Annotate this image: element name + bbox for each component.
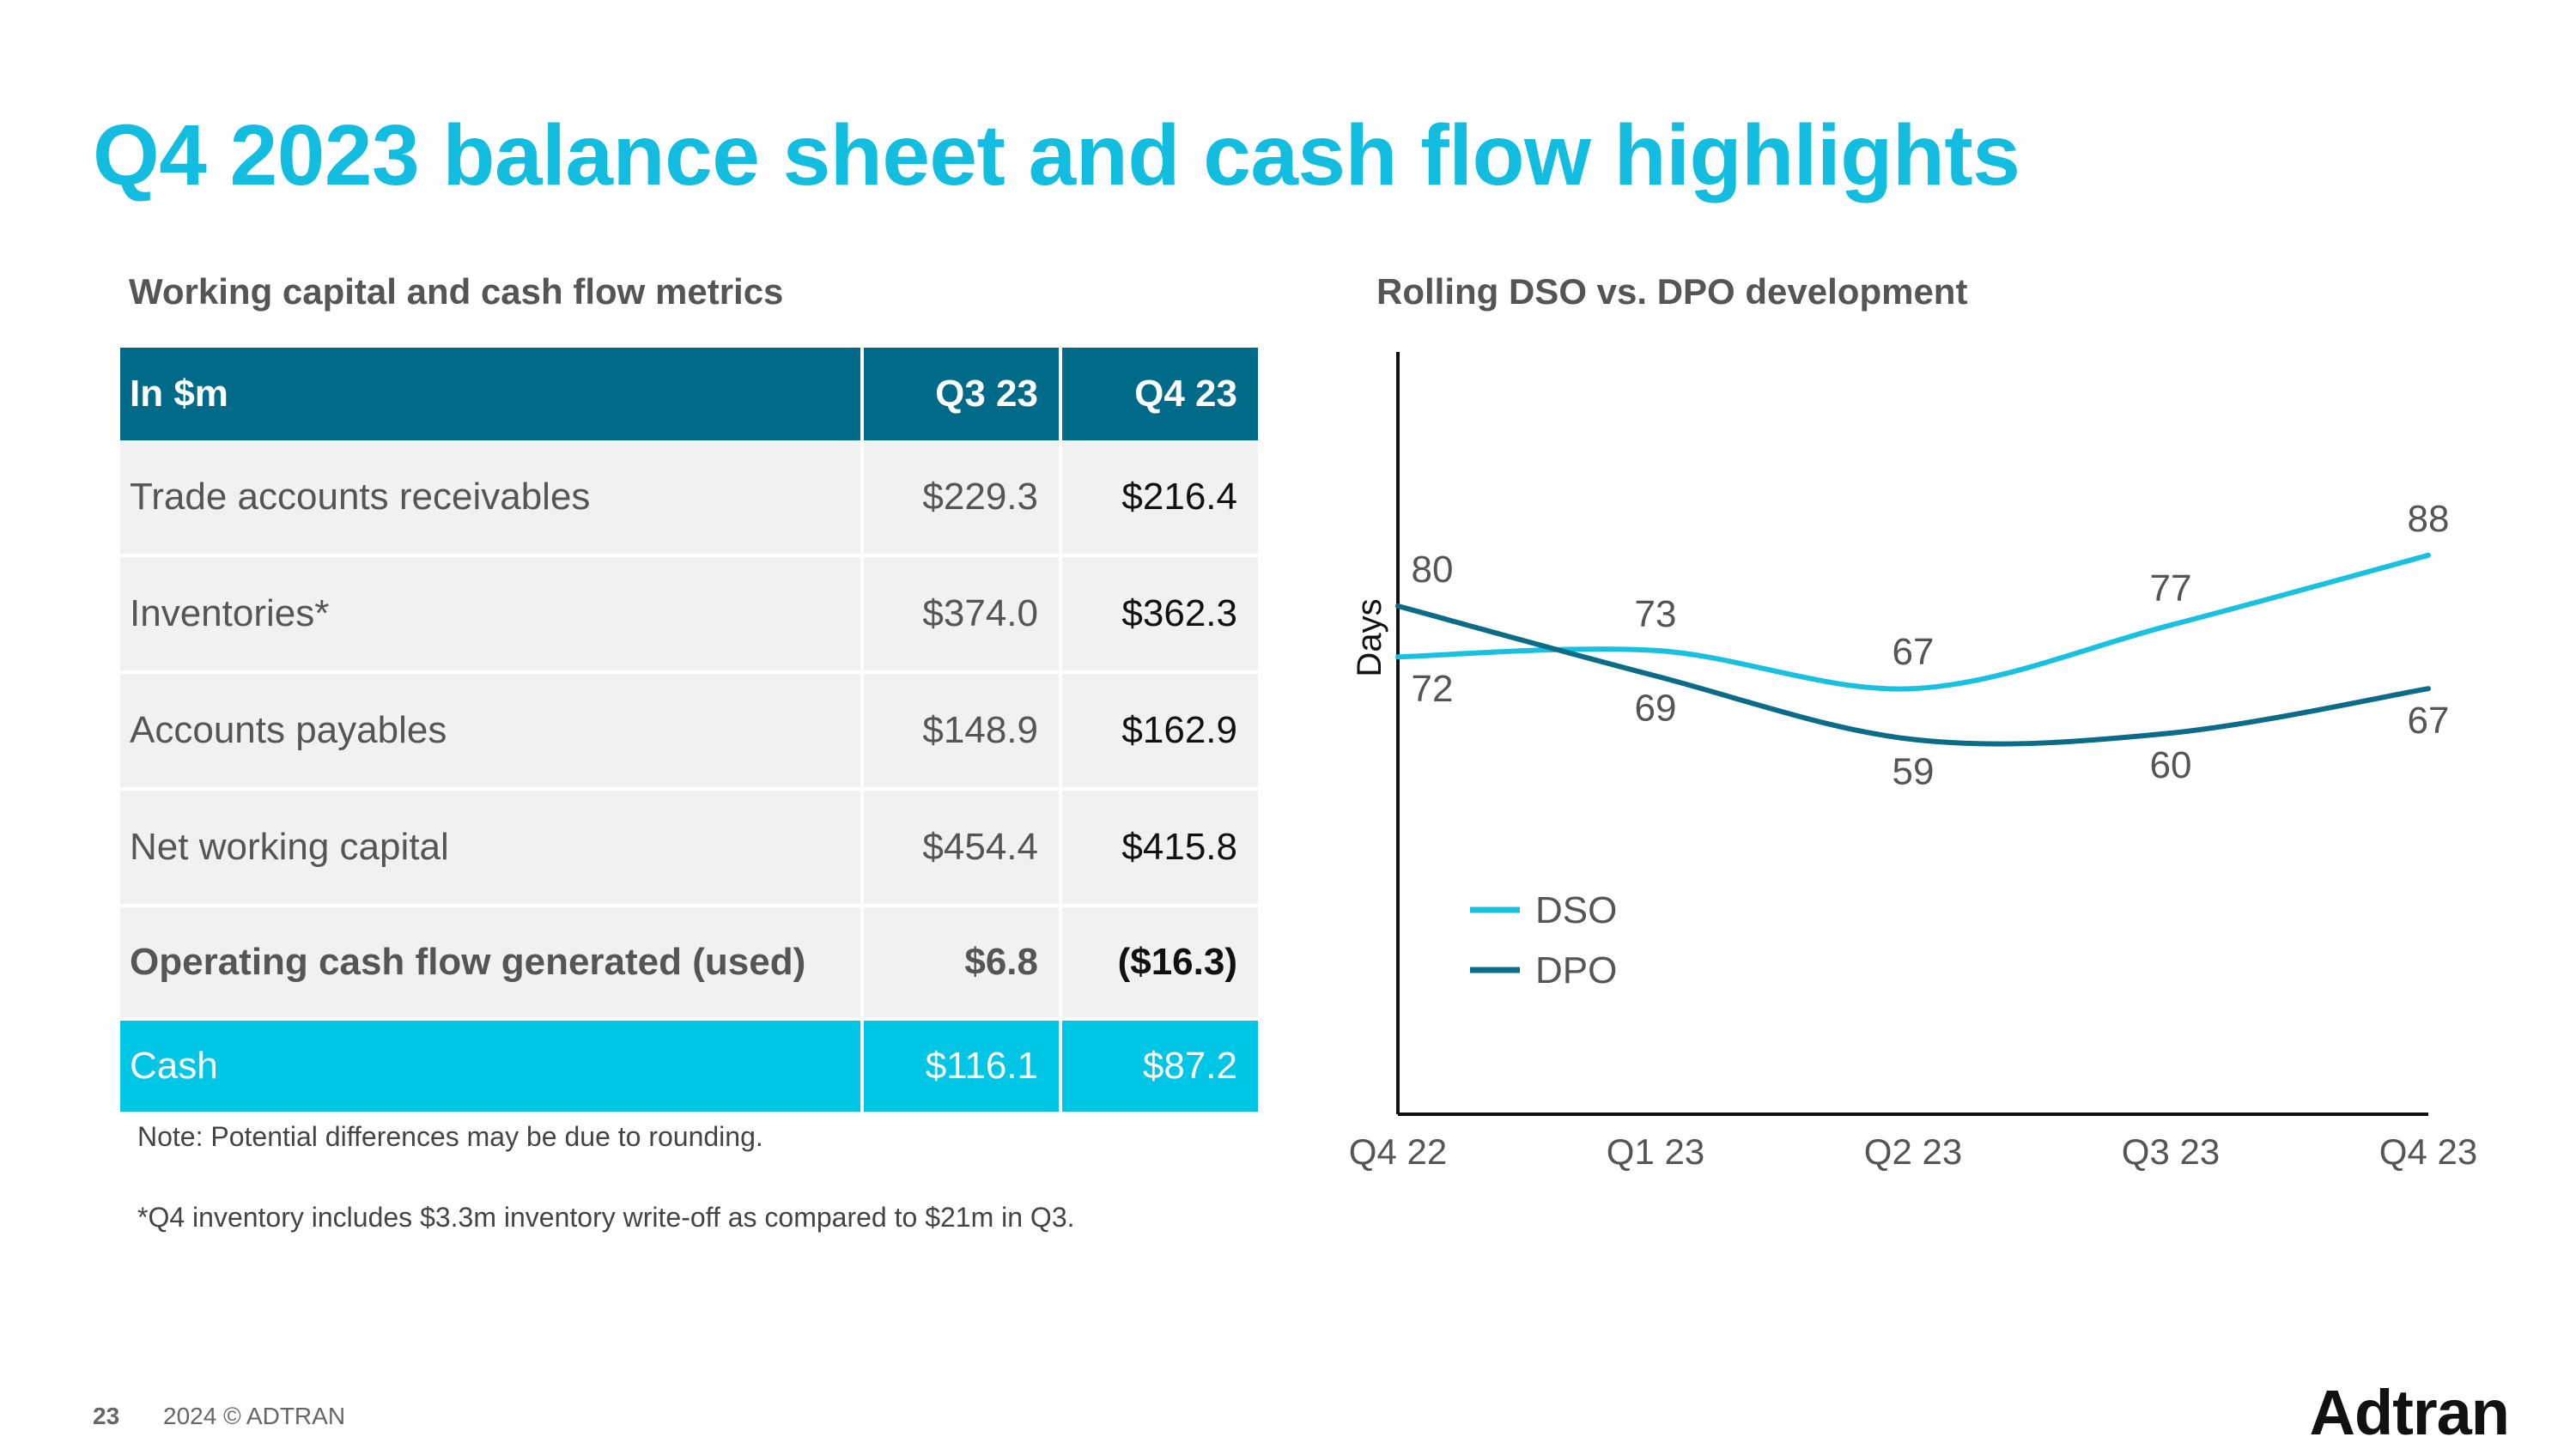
rounding-note: Note: Potential differences may be due t… <box>137 1121 763 1152</box>
q3-value: $116.1 <box>862 1019 1062 1112</box>
data-label-bg <box>2142 567 2200 610</box>
chart-title: Rolling DSO vs. DPO development <box>1376 271 1968 312</box>
data-label-bg <box>1626 591 1685 635</box>
inventory-footnote: *Q4 inventory includes $3.3m inventory w… <box>137 1202 1075 1233</box>
q3-value: $454.4 <box>862 789 1062 907</box>
row-label: Trade accounts receivables <box>120 440 864 557</box>
copyright: 2024 © ADTRAN <box>163 1403 346 1429</box>
data-label-bg <box>1403 548 1461 591</box>
x-tick-label: Q4 23 <box>2379 1131 2477 1172</box>
data-label-dpo: 60 <box>2150 744 2192 786</box>
q4-value: $362.3 <box>1060 555 1258 674</box>
x-tick-label: Q1 23 <box>1607 1131 1704 1172</box>
q4-value: $415.8 <box>1060 789 1258 907</box>
table-row: Trade accounts receivables $229.3 $216.4 <box>120 440 1258 557</box>
data-label-bg <box>1626 686 1685 730</box>
q4-value: $87.2 <box>1060 1019 1258 1112</box>
table-header-row: In $m Q3 23 Q4 23 <box>120 348 1258 440</box>
row-label: Cash <box>120 1019 864 1112</box>
data-label-dpo: 59 <box>1893 750 1935 792</box>
q4-value: $162.9 <box>1060 672 1258 791</box>
table-row: Net working capital $454.4 $415.8 <box>120 789 1258 907</box>
data-label-dso: 77 <box>2150 567 2192 609</box>
x-tick-label: Q2 23 <box>1864 1131 1962 1172</box>
series-line-dpo <box>1395 603 2431 747</box>
legend-label-dso: DSO <box>1535 889 1617 931</box>
column-header-q3: Q3 23 <box>862 348 1062 440</box>
metrics-table: In $m Q3 23 Q4 23 Trade accounts receiva… <box>120 348 1258 1112</box>
data-label-dpo: 69 <box>1635 687 1677 729</box>
data-label-dpo: 80 <box>1412 549 1454 591</box>
data-label-bg <box>2399 496 2458 540</box>
data-label-dso: 73 <box>1635 593 1677 635</box>
q3-value: $374.0 <box>862 555 1062 674</box>
q3-value: $148.9 <box>862 672 1062 791</box>
table-row: Inventories* $374.0 $362.3 <box>120 555 1258 674</box>
slide-title: Q4 2023 balance sheet and cash flow high… <box>93 107 2020 203</box>
q4-value: $216.4 <box>1060 440 1258 557</box>
row-label: Net working capital <box>120 789 864 907</box>
q3-value: $6.8 <box>862 904 1062 1021</box>
data-label-bg <box>2399 699 2458 743</box>
table-row-cash: Cash $116.1 $87.2 <box>120 1019 1258 1112</box>
table-row-operating-cash-flow: Operating cash flow generated (used) $6.… <box>120 904 1258 1021</box>
y-axis-label: Days <box>1351 598 1388 676</box>
row-label: Inventories* <box>120 555 864 674</box>
legend-label-dpo: DPO <box>1535 949 1617 991</box>
q3-value: $229.3 <box>862 440 1062 557</box>
row-label: Operating cash flow generated (used) <box>120 904 864 1021</box>
data-label-dpo: 67 <box>2408 700 2450 742</box>
row-label: Accounts payables <box>120 672 864 791</box>
data-label-dso: 67 <box>1893 631 1935 673</box>
data-label-bg <box>1884 630 1942 674</box>
data-label-dso: 72 <box>1412 668 1454 710</box>
column-header-label: In $m <box>120 348 864 440</box>
data-label-bg <box>1403 667 1461 711</box>
x-tick-label: Q4 22 <box>1349 1131 1447 1172</box>
adtran-logo: Adtran <box>2309 1377 2510 1448</box>
x-tick-label: Q3 23 <box>2122 1131 2220 1172</box>
data-label-bg <box>1884 749 1942 793</box>
table-row: Accounts payables $148.9 $162.9 <box>120 672 1258 791</box>
table-heading: Working capital and cash flow metrics <box>129 271 784 312</box>
q4-value: ($16.3) <box>1060 904 1258 1021</box>
data-label-dso: 88 <box>2408 498 2450 540</box>
column-header-q4: Q4 23 <box>1060 348 1258 440</box>
data-label-bg <box>2142 743 2200 786</box>
page-number: 23 <box>93 1403 120 1429</box>
